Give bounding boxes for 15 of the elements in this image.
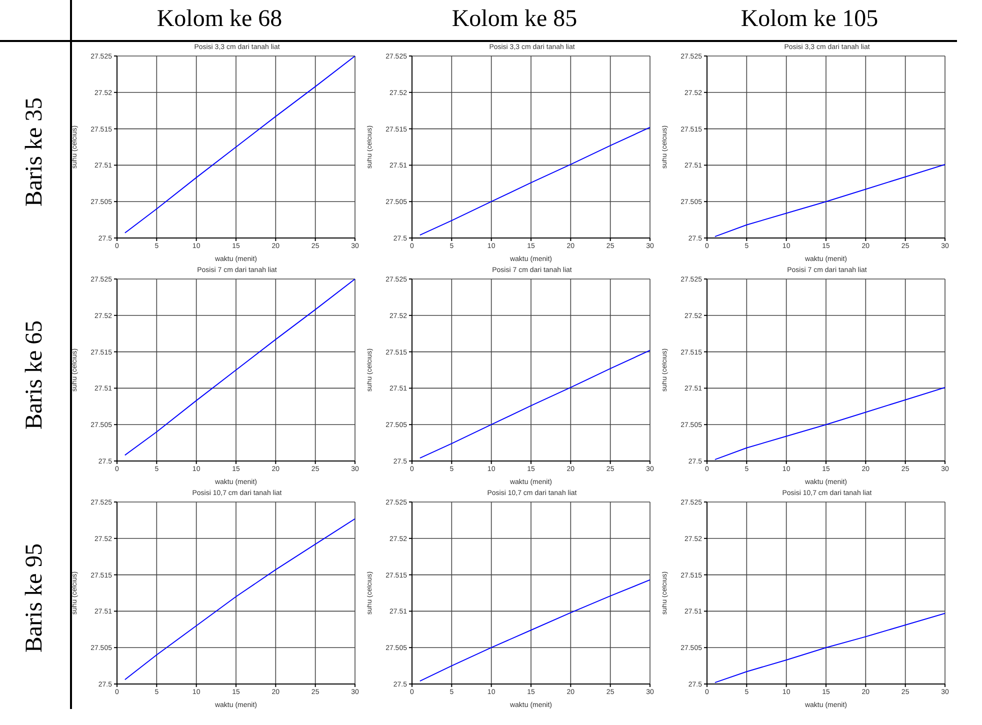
line-series (714, 612, 945, 684)
text: Kolom ke 68 (156, 6, 284, 33)
line-series (714, 386, 945, 460)
text: Baris ke 35 (21, 96, 48, 208)
line-series (419, 579, 650, 682)
text: Kolom ke 85 (450, 6, 578, 33)
line-series (124, 518, 355, 680)
line-series (419, 126, 650, 236)
line-series (419, 350, 650, 459)
text: Kolom ke 105 (740, 6, 880, 33)
text: Baris ke 95 (21, 542, 48, 654)
line-series (124, 56, 355, 234)
text: Baris ke 65 (21, 318, 48, 432)
line-series (714, 164, 945, 238)
line-series (124, 279, 355, 456)
